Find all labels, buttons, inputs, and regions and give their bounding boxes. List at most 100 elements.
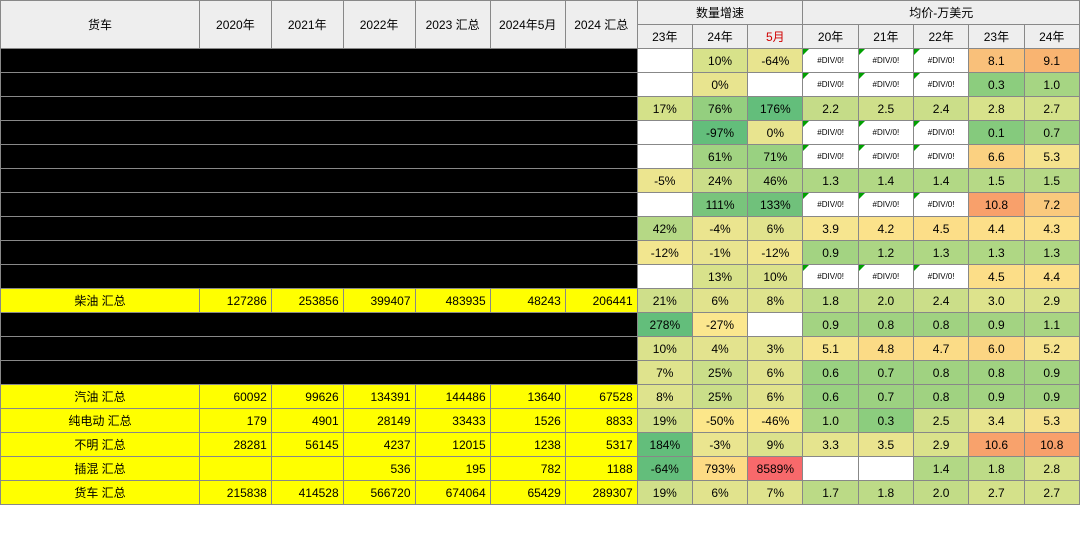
- price-cell: 5.3: [1024, 145, 1079, 169]
- redacted-cells: [1, 337, 638, 361]
- growth-cell: [637, 193, 692, 217]
- growth-cell: [637, 73, 692, 97]
- price-cell: 2.2: [803, 97, 858, 121]
- growth-cell: 71%: [748, 145, 803, 169]
- growth-cell: 6%: [748, 217, 803, 241]
- col-p20: 20年: [803, 25, 858, 49]
- error-cell: #DIV/0!: [803, 265, 858, 289]
- price-cell: 2.7: [1024, 97, 1079, 121]
- col-p24: 24年: [1024, 25, 1079, 49]
- growth-cell: 9%: [748, 433, 803, 457]
- price-cell: 5.3: [1024, 409, 1079, 433]
- growth-cell: 24%: [692, 169, 747, 193]
- redacted-cells: [1, 265, 638, 289]
- growth-cell: 17%: [637, 97, 692, 121]
- col-g23: 23年: [637, 25, 692, 49]
- price-cell: 10.6: [969, 433, 1024, 457]
- price-cell: 0.9: [1024, 385, 1079, 409]
- price-cell: 2.5: [858, 97, 913, 121]
- price-cell: 0.9: [803, 241, 858, 265]
- growth-cell: 4%: [692, 337, 747, 361]
- price-cell: 2.7: [969, 481, 1024, 505]
- price-cell: 2.8: [1024, 457, 1079, 481]
- growth-cell: -50%: [692, 409, 747, 433]
- price-cell: 6.0: [969, 337, 1024, 361]
- price-cell: 2.5: [914, 409, 969, 433]
- growth-cell: 0%: [748, 121, 803, 145]
- table-row: 10%4%3%5.14.84.76.05.2: [1, 337, 1080, 361]
- value-cell: 253856: [271, 289, 343, 313]
- price-cell: 2.9: [1024, 289, 1079, 313]
- price-cell: 1.3: [1024, 241, 1079, 265]
- price-cell: 1.3: [914, 241, 969, 265]
- error-cell: #DIV/0!: [803, 145, 858, 169]
- value-cell: 536: [343, 457, 415, 481]
- price-cell: 0.6: [803, 361, 858, 385]
- price-cell: 0.9: [1024, 361, 1079, 385]
- price-cell: 2.0: [858, 289, 913, 313]
- growth-cell: [637, 49, 692, 73]
- growth-cell: 19%: [637, 481, 692, 505]
- table-row: 17%76%176%2.22.52.42.82.7: [1, 97, 1080, 121]
- value-cell: 127286: [199, 289, 271, 313]
- col-2023sum: 2023 汇总: [415, 1, 490, 49]
- growth-cell: -3%: [692, 433, 747, 457]
- growth-cell: 8%: [637, 385, 692, 409]
- growth-cell: 7%: [637, 361, 692, 385]
- growth-cell: -64%: [748, 49, 803, 73]
- redacted-cells: [1, 313, 638, 337]
- growth-cell: 46%: [748, 169, 803, 193]
- growth-cell: 21%: [637, 289, 692, 313]
- col-p22: 22年: [914, 25, 969, 49]
- error-cell: #DIV/0!: [914, 145, 969, 169]
- value-cell: 65429: [490, 481, 565, 505]
- redacted-cells: [1, 193, 638, 217]
- error-cell: #DIV/0!: [803, 73, 858, 97]
- price-cell: [803, 457, 858, 481]
- growth-cell: -12%: [637, 241, 692, 265]
- growth-cell: 8%: [748, 289, 803, 313]
- truck-data-table: 货车 2020年 2021年 2022年 2023 汇总 2024年5月 202…: [0, 0, 1080, 505]
- price-cell: 3.5: [858, 433, 913, 457]
- price-cell: 0.9: [969, 385, 1024, 409]
- price-cell: 3.9: [803, 217, 858, 241]
- growth-cell: -46%: [748, 409, 803, 433]
- redacted-cells: [1, 121, 638, 145]
- value-cell: 566720: [343, 481, 415, 505]
- price-cell: 2.9: [914, 433, 969, 457]
- price-cell: 0.7: [1024, 121, 1079, 145]
- price-cell: 5.2: [1024, 337, 1079, 361]
- price-cell: 1.8: [858, 481, 913, 505]
- price-cell: 0.6: [803, 385, 858, 409]
- price-cell: 0.8: [858, 313, 913, 337]
- table-row: 10%-64%#DIV/0!#DIV/0!#DIV/0!8.19.1: [1, 49, 1080, 73]
- price-cell: 8.1: [969, 49, 1024, 73]
- price-cell: 6.6: [969, 145, 1024, 169]
- growth-cell: -1%: [692, 241, 747, 265]
- error-cell: #DIV/0!: [803, 193, 858, 217]
- col-g24: 24年: [692, 25, 747, 49]
- table-row: 汽油 汇总600929962613439114448613640675288%2…: [1, 385, 1080, 409]
- error-cell: #DIV/0!: [803, 121, 858, 145]
- price-cell: 0.8: [914, 385, 969, 409]
- redacted-cells: [1, 49, 638, 73]
- growth-cell: 25%: [692, 361, 747, 385]
- error-cell: #DIV/0!: [914, 73, 969, 97]
- table-body: 10%-64%#DIV/0!#DIV/0!#DIV/0!8.19.10%#DIV…: [1, 49, 1080, 505]
- growth-cell: [637, 265, 692, 289]
- redacted-cells: [1, 145, 638, 169]
- growth-cell: -64%: [637, 457, 692, 481]
- value-cell: 1238: [490, 433, 565, 457]
- growth-cell: 111%: [692, 193, 747, 217]
- price-cell: 10.8: [1024, 433, 1079, 457]
- error-cell: #DIV/0!: [914, 193, 969, 217]
- price-cell: 0.9: [969, 313, 1024, 337]
- price-cell: 1.4: [858, 169, 913, 193]
- growth-cell: -27%: [692, 313, 747, 337]
- value-cell: 215838: [199, 481, 271, 505]
- col-g5: 5月: [748, 25, 803, 49]
- table-row: 7%25%6%0.60.70.80.80.9: [1, 361, 1080, 385]
- table-header: 货车 2020年 2021年 2022年 2023 汇总 2024年5月 202…: [1, 1, 1080, 49]
- growth-cell: -5%: [637, 169, 692, 193]
- growth-cell: 278%: [637, 313, 692, 337]
